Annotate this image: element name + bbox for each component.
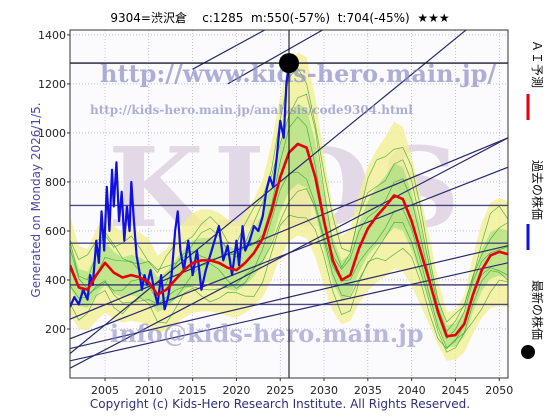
legend-label: ＡＩ予測 (530, 40, 544, 88)
legend-item: 過去の株価 (526, 160, 545, 250)
past-price-line (70, 62, 291, 311)
plot-frame (69, 29, 509, 379)
y-tick-label: 1000 (38, 127, 66, 140)
x-tick-label: 2040 (398, 384, 426, 397)
legend-item: 最新の株価 (521, 280, 545, 359)
generated-label: Generated on Monday 2026/1/5. (29, 102, 43, 298)
copyright-footer: Copyright (c) Kids-Hero Research Institu… (89, 397, 471, 411)
header-target: t:704(-45%) (337, 11, 410, 25)
x-tick-label: 2015 (179, 384, 207, 397)
header-code-name: 9304=渋沢倉 (110, 11, 187, 25)
y-tick-label: 600 (45, 225, 66, 238)
header-min: m:550(-57%) (251, 11, 331, 25)
x-tick-label: 2025 (266, 384, 294, 397)
watermark-analysis-url: http://kids-hero.main.jp/analysis/code93… (90, 103, 413, 117)
legend-item: ＡＩ予測 (526, 40, 544, 120)
x-tick-label: 2020 (222, 384, 250, 397)
x-tick-label: 2010 (135, 384, 163, 397)
legend-label: 最新の株価 (530, 280, 545, 340)
plot-layer: KIDShttp://www.kids-hero.main.jp/http://… (70, 30, 508, 378)
y-tick-label: 200 (45, 323, 66, 336)
x-tick-label: 2035 (354, 384, 382, 397)
y-tick-label: 800 (45, 176, 66, 189)
x-tick-label: 2005 (91, 384, 119, 397)
watermark-email: info@kids-hero.main.jp (110, 319, 424, 348)
legend-label: 過去の株価 (530, 160, 545, 220)
y-tick-label: 1400 (38, 29, 66, 42)
header-current: c:1285 (202, 11, 244, 25)
y-tick-label: 1200 (38, 78, 66, 91)
trend-line (192, 30, 266, 70)
legend-swatch-dot (521, 345, 535, 359)
forecast-band-inner (70, 103, 508, 348)
x-tick-label: 2030 (310, 384, 338, 397)
y-tick-label: 400 (45, 274, 66, 287)
x-tick-label: 2050 (485, 384, 513, 397)
chart-header: 9304=渋沢倉 c:1285 m:550(-57%) t:704(-45%) … (0, 9, 560, 26)
latest-price-dot (279, 53, 299, 74)
x-tick-label: 2045 (441, 384, 469, 397)
header-stars: ★★★ (417, 11, 450, 25)
trend-line (227, 30, 324, 85)
